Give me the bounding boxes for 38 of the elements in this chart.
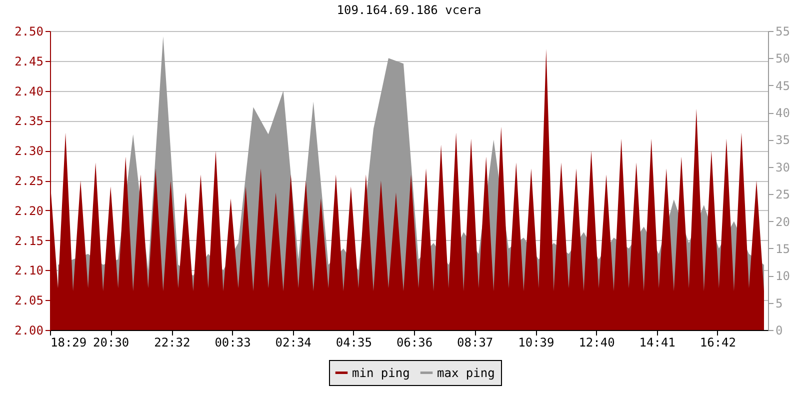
x-tick-label: 22:32 xyxy=(154,336,190,350)
x-tick-label: 08:37 xyxy=(457,336,494,350)
x-tick-label: 16:42 xyxy=(700,336,736,350)
y-tick-label: 2.35 xyxy=(14,114,44,128)
x-tick-label: 18:29 xyxy=(50,336,87,350)
y2-tick-label: 10 xyxy=(776,269,790,284)
y2-tick-label: 5 xyxy=(776,296,783,310)
y2-tick-label: 30 xyxy=(776,160,790,174)
x-tick-label: 12:40 xyxy=(578,336,615,350)
x-tick-label: 04:35 xyxy=(336,336,372,350)
y2-tick-label: 45 xyxy=(776,78,790,93)
legend-label: max ping xyxy=(437,366,495,380)
x-tick-label: 10:39 xyxy=(518,336,554,350)
chart-title: 109.164.69.186 vcera xyxy=(336,3,482,17)
y-tick-label: 2.20 xyxy=(14,204,44,218)
y-tick-label: 2.30 xyxy=(14,144,44,158)
x-tick-label: 02:34 xyxy=(275,336,312,350)
y2-tick-label: 25 xyxy=(776,188,790,202)
x-tick-label: 14:41 xyxy=(639,336,676,350)
y2-tick-label: 15 xyxy=(776,242,790,256)
x-tick-label: 20:30 xyxy=(93,336,130,350)
x-tick-label: 06:36 xyxy=(396,336,433,350)
legend-label: min ping xyxy=(352,366,410,380)
y-tick-label: 2.05 xyxy=(14,294,44,308)
y-tick-label: 2.00 xyxy=(14,324,44,338)
x-tick-label: 00:33 xyxy=(214,336,251,350)
y2-tick-label: 55 xyxy=(776,24,790,38)
y2-tick-label: 50 xyxy=(776,52,790,66)
y-tick-label: 2.45 xyxy=(14,54,44,68)
y2-tick-label: 20 xyxy=(776,214,790,229)
y-tick-label: 2.40 xyxy=(14,84,44,98)
y2-tick-label: 0 xyxy=(776,324,783,338)
y2-tick-label: 35 xyxy=(776,133,790,148)
y2-tick-label: 40 xyxy=(776,106,790,120)
y-tick-label: 2.10 xyxy=(14,264,44,278)
y-tick-label: 2.50 xyxy=(14,24,44,38)
y-tick-label: 2.15 xyxy=(14,234,44,248)
y-tick-label: 2.25 xyxy=(14,174,44,188)
